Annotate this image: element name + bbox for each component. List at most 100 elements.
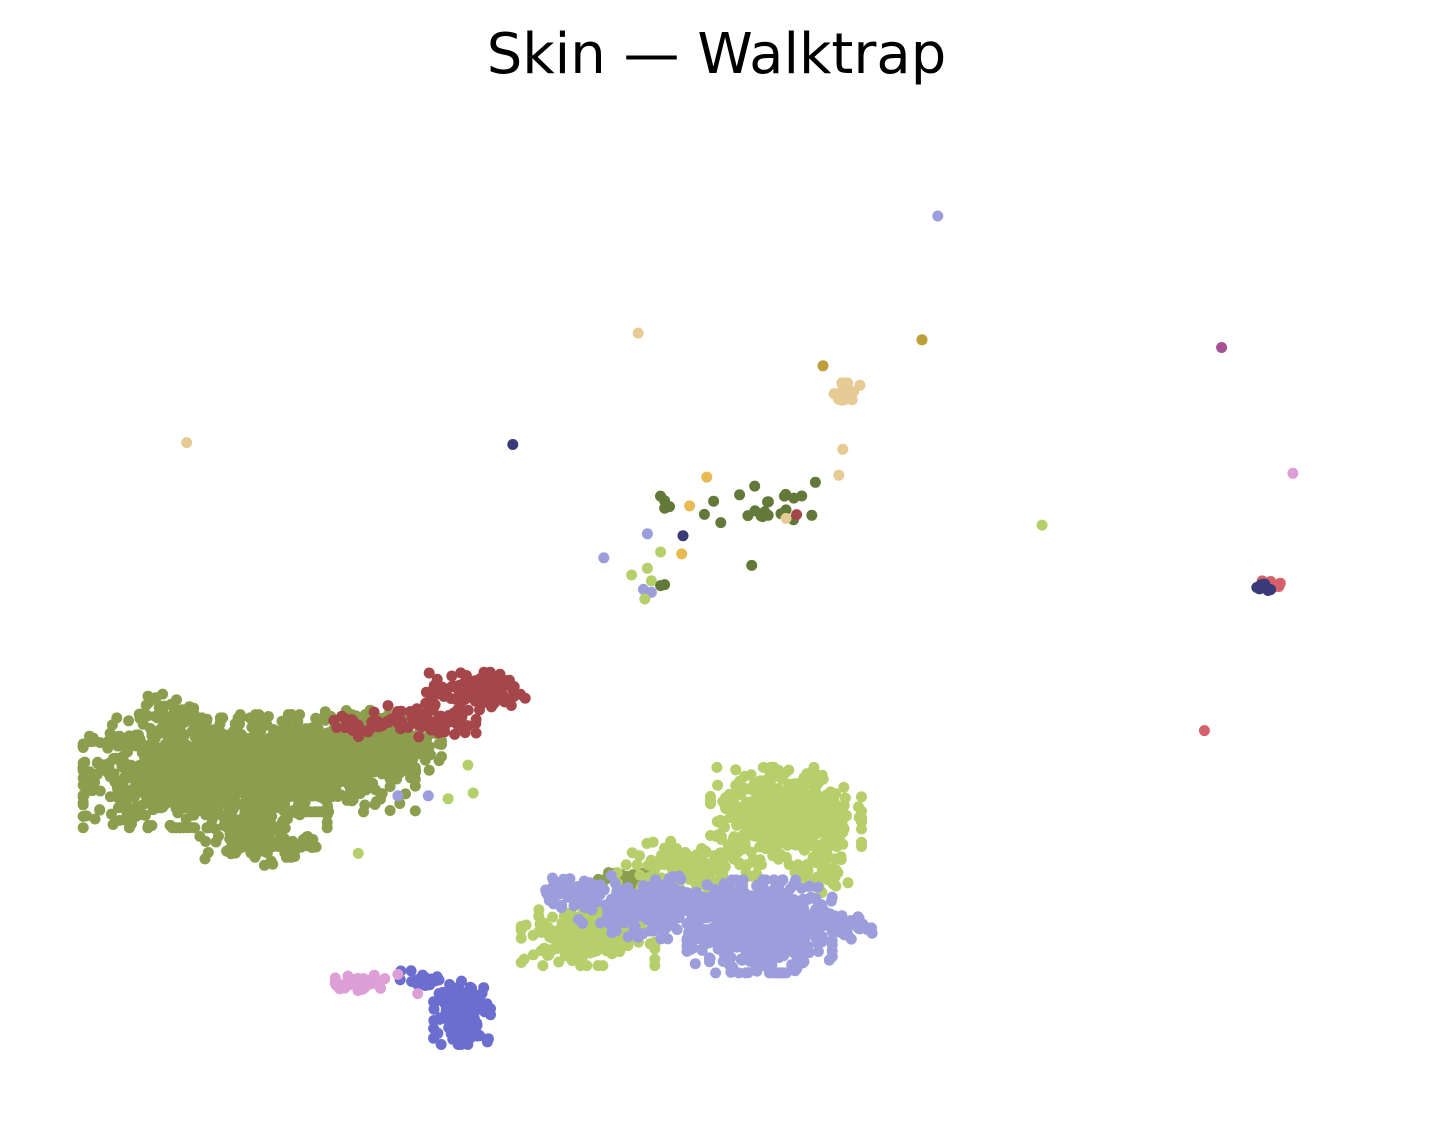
- scatter-point-cluster-0: [200, 761, 212, 773]
- scatter-point-cluster-3: [689, 958, 701, 970]
- scatter-point-cluster-0: [91, 768, 103, 780]
- scatter-point-cluster-3: [657, 918, 669, 929]
- scatter-point-cluster-2: [591, 944, 603, 956]
- scatter-point-cluster-1: [368, 706, 380, 718]
- scatter-point-cluster-2: [740, 815, 751, 827]
- scatter-point-cluster-2: [681, 853, 693, 865]
- scatter-point-cluster-2: [751, 797, 763, 809]
- scatter-point-cluster-2: [689, 871, 701, 883]
- scatter-point-cluster-0: [199, 853, 211, 865]
- scatter-point-cluster-0: [327, 748, 339, 760]
- scatter-point-cluster-0: [104, 727, 116, 739]
- scatter-point-cluster-2: [564, 928, 576, 940]
- scatter-point-cluster-3: [724, 905, 735, 917]
- scatter-point-cluster-0: [123, 715, 135, 727]
- scatter-point-cluster-7: [839, 382, 850, 394]
- scatter-point-cluster-4: [482, 1033, 494, 1045]
- scatter-point-cluster-2: [834, 806, 846, 818]
- scatter-point-cluster-1: [484, 666, 496, 678]
- scatter-point-cluster-2: [515, 957, 527, 968]
- scatter-point-cluster-2: [734, 775, 746, 787]
- scatter-point-outlier: [932, 210, 944, 222]
- scatter-point-cluster-2: [842, 877, 854, 889]
- scatter-point-cluster-0: [158, 768, 170, 780]
- scatter-point-cluster-0: [167, 770, 179, 782]
- scatter-point-cluster-2: [515, 932, 527, 944]
- scatter-point-outlier: [639, 593, 651, 605]
- scatter-point-cluster-1: [433, 727, 445, 739]
- scatter-point-cluster-3: [685, 900, 697, 911]
- scatter-point-cluster-0: [227, 789, 239, 800]
- scatter-point-cluster-0: [436, 739, 447, 750]
- scatter-point-cluster-0: [384, 781, 396, 792]
- scatter-point-cluster-0: [310, 712, 322, 724]
- scatter-point-cluster-3: [778, 950, 790, 962]
- scatter-point-cluster-0: [168, 719, 180, 730]
- scatter-point-cluster-6: [762, 496, 773, 508]
- scatter-point-cluster-3: [671, 924, 683, 935]
- scatter-point-cluster-0: [277, 733, 289, 745]
- scatter-point-cluster-0: [205, 819, 217, 831]
- scatter-point-cluster-3: [782, 890, 794, 902]
- scatter-point-cluster-1: [382, 716, 394, 728]
- scatter-point-cluster-6: [698, 508, 710, 520]
- scatter-point-cluster-0: [157, 706, 169, 718]
- scatter-point-cluster-0: [157, 795, 169, 807]
- scatter-point-cluster-3: [757, 936, 769, 948]
- scatter-point-cluster-0: [409, 780, 421, 792]
- scatter-point-cluster-3: [681, 933, 693, 945]
- scatter-point-cluster-2: [671, 843, 682, 854]
- scatter-point-outlier: [677, 530, 689, 542]
- scatter-point-cluster-0: [269, 824, 281, 836]
- scatter-point-cluster-3: [829, 916, 841, 928]
- scatter-point-cluster-1: [446, 670, 458, 682]
- scatter-point-cluster-3: [770, 882, 782, 894]
- scatter-point-cluster-4: [429, 975, 441, 987]
- scatter-point-cluster-3: [755, 915, 767, 927]
- scatter-point-cluster-6: [762, 509, 774, 521]
- scatter-point-cluster-0: [149, 741, 161, 753]
- scatter-point-cluster-3: [794, 936, 806, 948]
- scatter-point-cluster-4: [468, 1013, 480, 1025]
- scatter-point-cluster-0: [123, 733, 135, 745]
- scatter-point-cluster-3: [727, 961, 739, 973]
- scatter-point-cluster-0: [146, 820, 158, 831]
- scatter-point-cluster-0: [77, 740, 89, 752]
- scatter-point-cluster-2: [575, 926, 587, 938]
- scatter-point-outlier: [791, 509, 803, 521]
- scatter-point-cluster-2: [808, 761, 820, 773]
- scatter-point-cluster-0: [321, 822, 333, 834]
- scatter-point-cluster-2: [799, 844, 810, 856]
- scatter-point-cluster-3: [803, 924, 815, 936]
- scatter-point-cluster-1: [505, 700, 517, 711]
- scatter-point-cluster-3: [777, 967, 789, 979]
- scatter-point-cluster-2: [856, 814, 867, 826]
- scatter-point-cluster-3: [757, 903, 768, 915]
- scatter-point-cluster-4: [447, 1023, 459, 1035]
- scatter-point-outlier: [626, 569, 638, 581]
- scatter-point-cluster-3: [742, 967, 754, 979]
- scatter-point-cluster-2: [816, 792, 828, 804]
- scatter-point-cluster-4: [438, 989, 450, 1001]
- scatter-point-outlier: [817, 360, 829, 372]
- scatter-point-cluster-2: [710, 830, 722, 842]
- scatter-point-cluster-2: [649, 940, 661, 952]
- scatter-point-cluster-2: [656, 849, 668, 861]
- scatter-point-cluster-0: [172, 807, 184, 819]
- scatter-point-cluster-2: [856, 791, 867, 803]
- scatter-point-cluster-0: [319, 714, 331, 726]
- scatter-point-cluster-0: [270, 725, 282, 737]
- scatter-point-outlier: [746, 559, 758, 571]
- scatter-point-cluster-0: [239, 732, 251, 744]
- scatter-point-cluster-6: [664, 501, 675, 513]
- scatter-point-cluster-0: [253, 760, 265, 772]
- scatter-point-cluster-2: [753, 831, 765, 843]
- scatter-point-cluster-3: [663, 873, 675, 885]
- scatter-point-cluster-3: [734, 884, 745, 896]
- scatter-point-cluster-0: [227, 804, 239, 816]
- scatter-point-outlier: [1216, 342, 1228, 353]
- scatter-point-cluster-4: [455, 1034, 467, 1046]
- scatter-point-cluster-0: [88, 735, 100, 747]
- scatter-point-cluster-0: [200, 809, 212, 821]
- scatter-point-cluster-3: [692, 907, 704, 919]
